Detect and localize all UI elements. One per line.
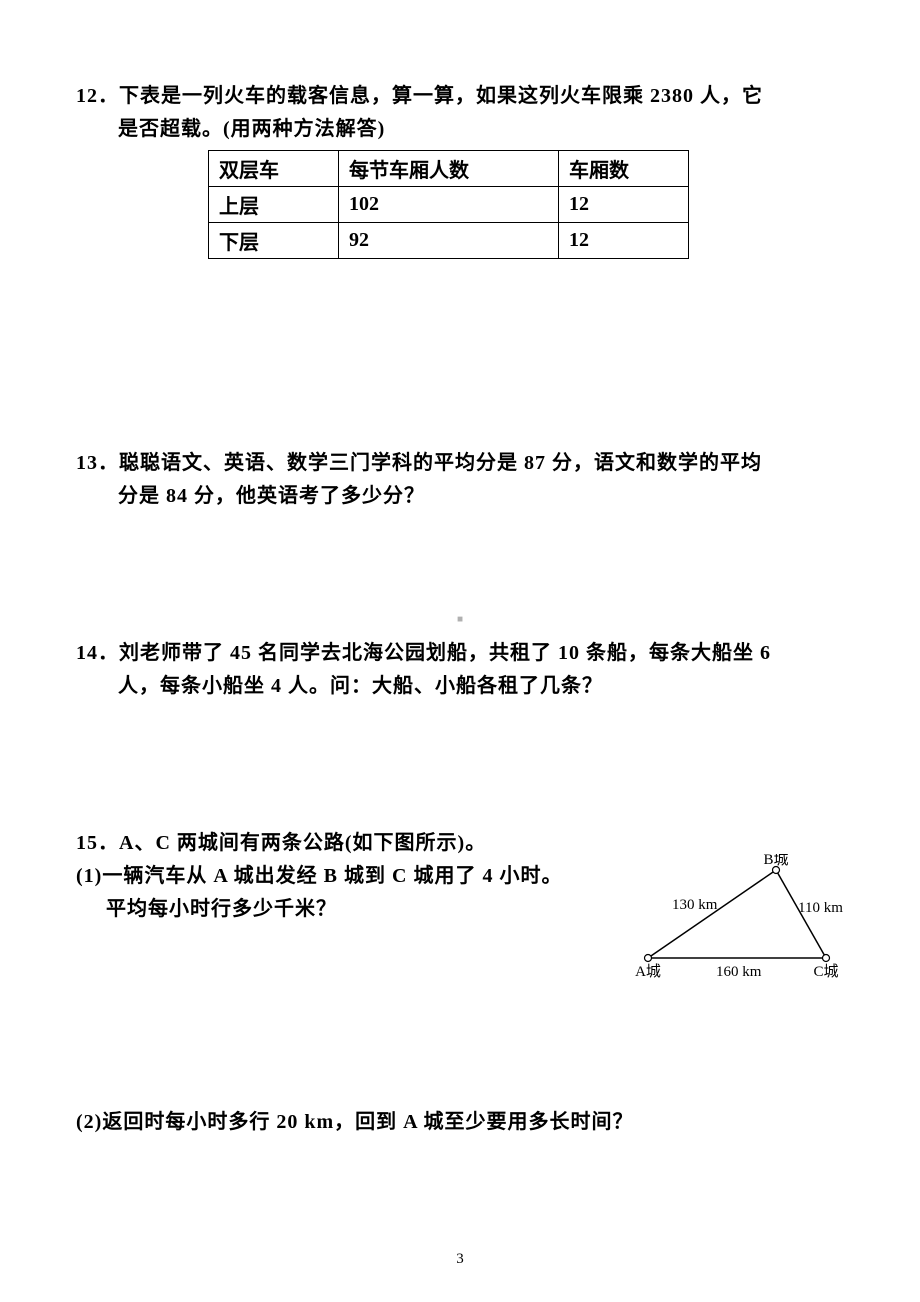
node-a-icon (645, 955, 652, 962)
watermark: ■ (0, 614, 920, 625)
q14-line1: 14．刘老师带了 45 名同学去北海公园划船，共租了 10 条船，每条大船坐 6 (76, 637, 844, 670)
q15-part2: (2)返回时每小时多行 20 km，回到 A 城至少要用多长时间？ (76, 1106, 844, 1139)
edge-ac-label: 160 km (716, 964, 762, 980)
table-header: 双层车 (209, 151, 339, 187)
q12-text1: 下表是一列火车的载客信息，算一算，如果这列火车限乘 2380 人，它 (119, 85, 763, 107)
table-cell: 12 (559, 187, 689, 223)
table-cell: 上层 (209, 187, 339, 223)
edge-ab (648, 870, 776, 958)
q15-p1-line1: (1)一辆汽车从 A 城出发经 B 城到 C 城用了 4 小时。 (76, 860, 626, 893)
q15-p2-label: (2) (76, 1111, 102, 1133)
q12-line1: 12．下表是一列火车的载客信息，算一算，如果这列火车限乘 2380 人，它 (76, 80, 844, 113)
edge-ab-label: 130 km (672, 897, 718, 913)
q13-text1: 聪聪语文、英语、数学三门学科的平均分是 87 分，语文和数学的平均 (119, 452, 762, 474)
table-row: 上层 102 12 (209, 187, 689, 223)
q14-line2: 人，每条小船坐 4 人。问：大船、小船各租了几条？ (76, 670, 844, 703)
q15-p1-label: (1) (76, 865, 102, 887)
table-header: 车厢数 (559, 151, 689, 187)
node-b-label: B城 (763, 854, 788, 868)
table-cell: 102 (339, 187, 559, 223)
q12-table: 双层车 每节车厢人数 车厢数 上层 102 12 下层 92 12 (208, 150, 689, 259)
edge-bc-label: 110 km (798, 900, 843, 916)
table-row: 下层 92 12 (209, 223, 689, 259)
page-number: 3 (0, 1251, 920, 1268)
question-12: 12．下表是一列火车的载客信息，算一算，如果这列火车限乘 2380 人，它 是否… (76, 80, 844, 259)
q13-line1: 13．聪聪语文、英语、数学三门学科的平均分是 87 分，语文和数学的平均 (76, 447, 844, 480)
node-a-label: A城 (635, 963, 661, 980)
table-header: 每节车厢人数 (339, 151, 559, 187)
q15-diagram: B城 A城 C城 130 km 110 km 160 km (634, 854, 844, 994)
question-13: 13．聪聪语文、英语、数学三门学科的平均分是 87 分，语文和数学的平均 分是 … (76, 447, 844, 513)
q15-intro-text: A、C 两城间有两条公路(如下图所示)。 (119, 832, 486, 854)
question-15: 15．A、C 两城间有两条公路(如下图所示)。 (1)一辆汽车从 A 城出发经 … (76, 827, 844, 1139)
table-cell: 92 (339, 223, 559, 259)
q15-num: 15． (76, 832, 119, 854)
q12-num: 12． (76, 85, 119, 107)
q15-part1-text: (1)一辆汽车从 A 城出发经 B 城到 C 城用了 4 小时。 平均每小时行多… (76, 860, 626, 926)
q15-part1-row: (1)一辆汽车从 A 城出发经 B 城到 C 城用了 4 小时。 平均每小时行多… (76, 860, 844, 994)
q14-num: 14． (76, 642, 119, 664)
q13-num: 13． (76, 452, 119, 474)
node-c-icon (823, 955, 830, 962)
q14-text1: 刘老师带了 45 名同学去北海公园划船，共租了 10 条船，每条大船坐 6 (119, 642, 771, 664)
table-cell: 下层 (209, 223, 339, 259)
triangle-diagram-svg: B城 A城 C城 130 km 110 km 160 km (634, 854, 844, 989)
q12-line2: 是否超载。(用两种方法解答) (76, 113, 844, 146)
table-cell: 12 (559, 223, 689, 259)
table-row: 双层车 每节车厢人数 车厢数 (209, 151, 689, 187)
question-14: 14．刘老师带了 45 名同学去北海公园划船，共租了 10 条船，每条大船坐 6… (76, 637, 844, 703)
node-c-label: C城 (813, 963, 838, 980)
q15-p1-line2: 平均每小时行多少千米？ (76, 893, 626, 926)
q15-p1-t1: 一辆汽车从 A 城出发经 B 城到 C 城用了 4 小时。 (102, 865, 562, 887)
q15-p2-text: 返回时每小时多行 20 km，回到 A 城至少要用多长时间？ (102, 1111, 633, 1133)
q13-line2: 分是 84 分，他英语考了多少分？ (76, 480, 844, 513)
